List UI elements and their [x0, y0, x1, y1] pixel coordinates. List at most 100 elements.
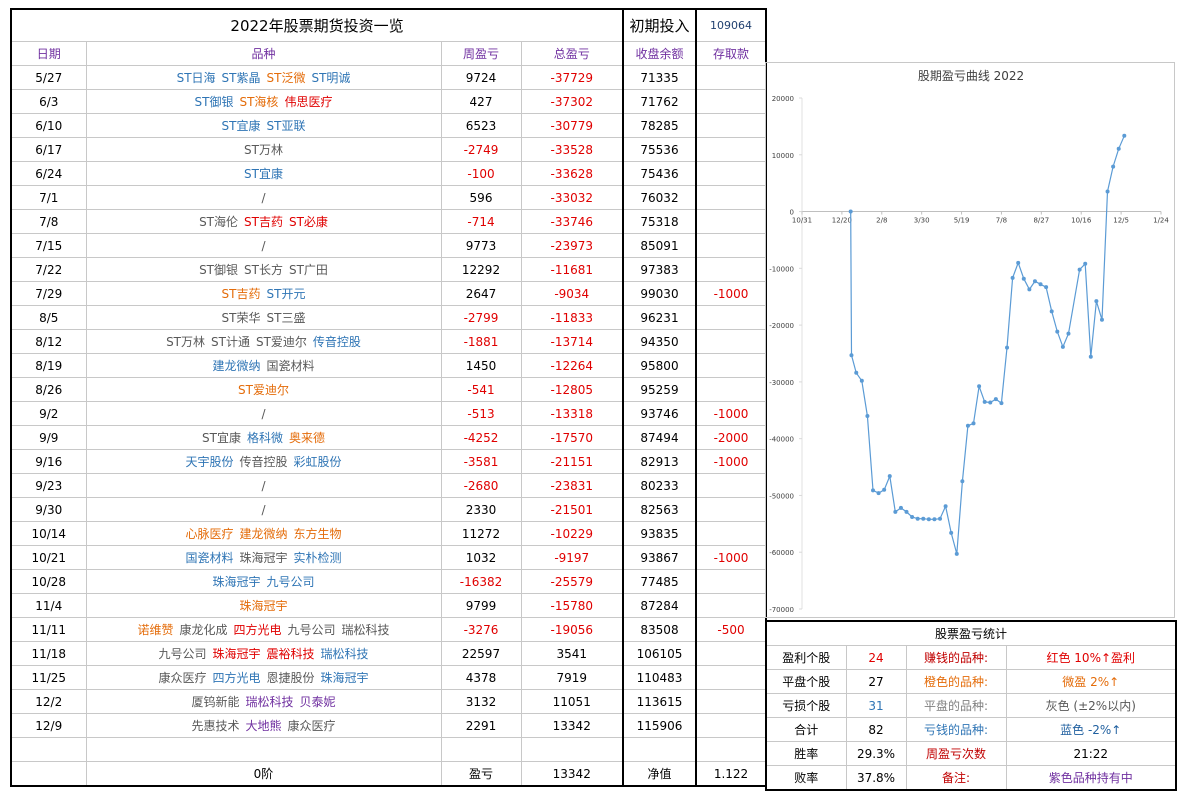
- stock-name: ST长方: [244, 263, 283, 277]
- table-body: 2022年股票期货投资一览 初期投入 109064 日期 品种 周盈亏 总盈亏 收盘余额…: [10, 8, 767, 787]
- cell: -37729: [520, 65, 624, 90]
- stocks-cell: /: [85, 185, 442, 210]
- data-row: 8/5 ST荣华 ST三盛 -2799 -11833 96231: [10, 305, 767, 330]
- cell: [695, 377, 767, 402]
- data-row: 8/26 ST爱迪尔 -541 -12805 95259: [10, 377, 767, 402]
- point: [871, 488, 876, 493]
- point: [887, 474, 892, 479]
- cell: -12264: [520, 353, 624, 378]
- cell: [520, 737, 624, 762]
- stats-cell: 合计: [765, 717, 847, 742]
- stats-cell: 灰色 (±2%以内): [1005, 693, 1177, 718]
- cell: -33746: [520, 209, 624, 234]
- y-tick-label: 10000: [772, 152, 794, 160]
- cell: 71335: [622, 65, 697, 90]
- cell: 95259: [622, 377, 697, 402]
- stock-name: 珠海冠宇: [212, 575, 261, 589]
- cell: 2330: [440, 497, 522, 522]
- stock-name: 传音控股: [312, 335, 361, 349]
- cell: [695, 137, 767, 162]
- point: [848, 209, 853, 214]
- stocks-cell: 珠海冠宇: [85, 593, 442, 618]
- date-cell: 8/26: [10, 377, 87, 402]
- cell: -2749: [440, 137, 522, 162]
- stocks-cell: 心脉医疗 建龙微纳 东方生物: [85, 521, 442, 546]
- y-tick-label: 0: [790, 209, 794, 217]
- stock-name: 实朴检测: [293, 551, 342, 565]
- cell: 2647: [440, 281, 522, 306]
- column-header: 品种: [85, 41, 442, 66]
- cell: [695, 65, 767, 90]
- stock-name: ST御银: [194, 95, 234, 109]
- y-tick-label: -20000: [769, 322, 794, 330]
- cell: -1000: [695, 401, 767, 426]
- cell: -21151: [520, 449, 624, 474]
- stocks-cell: ST宜康 格科微 奥来德: [85, 425, 442, 450]
- stock-name: ST宜康: [221, 119, 261, 133]
- date-cell: 10/21: [10, 545, 87, 570]
- cell: 83508: [622, 617, 697, 642]
- cell: 0阶: [85, 761, 442, 787]
- cell: 110483: [622, 665, 697, 690]
- cell: [695, 521, 767, 546]
- x-tick-label: 10/31: [792, 217, 812, 225]
- stocks-cell: ST宜康 ST亚联: [85, 113, 442, 138]
- cell: 3541: [520, 641, 624, 666]
- date-cell: 6/3: [10, 89, 87, 114]
- stocks-cell: /: [85, 233, 442, 258]
- cell: 427: [440, 89, 522, 114]
- stock-name: 格科微: [246, 431, 283, 445]
- stocks-cell: 珠海冠宇 九号公司: [85, 569, 442, 594]
- data-row: 5/27 ST日海 ST紫晶 ST泛微 ST明诚 9724 -37729 71335: [10, 65, 767, 90]
- data-row: 11/25 康众医疗 四方光电 恩捷股份 珠海冠宇 4378 7919 110483: [10, 665, 767, 690]
- stock-name: 九号公司: [287, 623, 336, 637]
- point: [943, 504, 948, 509]
- cell: 99030: [622, 281, 697, 306]
- stock-name: ST爱迪尔: [238, 383, 289, 397]
- stock-name: 瑞松科技: [341, 623, 390, 637]
- cell: -25579: [520, 569, 624, 594]
- stock-name: ST计通: [211, 335, 250, 349]
- title-row: 2022年股票期货投资一览 初期投入 109064: [10, 8, 767, 42]
- empty-row: [10, 737, 767, 762]
- x-tick-label: 12/20: [832, 217, 852, 225]
- point: [882, 487, 887, 492]
- stocks-cell: ST万林: [85, 137, 442, 162]
- date-cell: 9/9: [10, 425, 87, 450]
- stats-cell: 紫色品种持有中: [1005, 765, 1177, 791]
- stocks-cell: 国瓷材料 珠海冠宇 实朴检测: [85, 545, 442, 570]
- column-header: 收盘余额: [622, 41, 697, 66]
- stats-cell: 平盘的品种:: [905, 693, 1007, 718]
- cell: -33032: [520, 185, 624, 210]
- point: [960, 479, 965, 484]
- cell: -513: [440, 401, 522, 426]
- cell: 87494: [622, 425, 697, 450]
- cell: -33528: [520, 137, 624, 162]
- cell: [695, 329, 767, 354]
- cell: 22597: [440, 641, 522, 666]
- date-cell: 8/19: [10, 353, 87, 378]
- cell: 9724: [440, 65, 522, 90]
- cell: [695, 473, 767, 498]
- data-row: 9/30 / 2330 -21501 82563: [10, 497, 767, 522]
- cell: 9773: [440, 233, 522, 258]
- point: [1038, 282, 1043, 287]
- stocks-cell: 厦钨新能 瑞松科技 贝泰妮: [85, 689, 442, 714]
- cell: [695, 641, 767, 666]
- stocks-cell: /: [85, 401, 442, 426]
- stocks-cell: 九号公司 珠海冠宇 震裕科技 瑞松科技: [85, 641, 442, 666]
- initial-label: 初期投入: [622, 8, 697, 42]
- cell: -1881: [440, 329, 522, 354]
- y-tick-label: -40000: [769, 436, 794, 444]
- cell: -10229: [520, 521, 624, 546]
- cell: 77485: [622, 569, 697, 594]
- cell: 7919: [520, 665, 624, 690]
- stock-name: ST吉药: [221, 287, 261, 301]
- cell: 85091: [622, 233, 697, 258]
- cell: 4378: [440, 665, 522, 690]
- point: [1111, 164, 1116, 169]
- cell: [695, 593, 767, 618]
- cell: -11833: [520, 305, 624, 330]
- stats-body: 股票盈亏统计 盈利个股 24 赚钱的品种: 红色 10%↑盈利 平盘个股 27 橙色的品种:…: [765, 620, 1177, 791]
- stock-name: ST万林: [244, 143, 283, 157]
